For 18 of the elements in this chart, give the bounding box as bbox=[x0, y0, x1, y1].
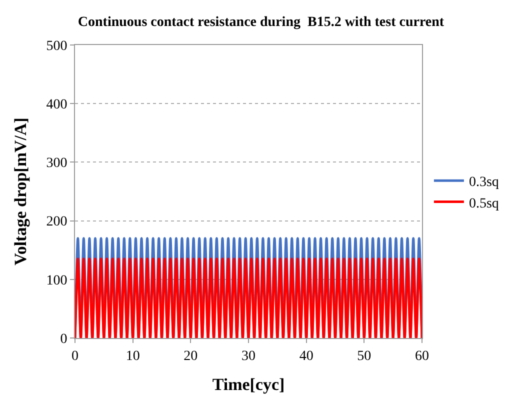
x-tick-label: 50 bbox=[357, 348, 372, 364]
legend-label: 0.5sq bbox=[468, 196, 499, 212]
x-axis-title: Time[cyc] bbox=[212, 375, 285, 394]
y-tick-label: 400 bbox=[46, 98, 68, 112]
x-tick-label: 0 bbox=[72, 348, 78, 364]
y-tick-label: 200 bbox=[46, 214, 68, 230]
legend-label: 0.3sq bbox=[468, 175, 499, 190]
x-tick-label: 30 bbox=[242, 348, 256, 364]
chart-title: Continuous contact resistance during B15.2 with test current bbox=[78, 14, 444, 30]
x-tick-label: 40 bbox=[299, 348, 314, 364]
y-tick-label: 300 bbox=[46, 156, 68, 172]
y-tick-label: 500 bbox=[46, 38, 68, 54]
x-tick-label: 20 bbox=[184, 348, 198, 364]
y-axis-title: Voltage drop[mV/A] bbox=[10, 118, 30, 266]
x-tick-label: 60 bbox=[415, 348, 429, 364]
y-tick-label: 100 bbox=[46, 273, 68, 288]
y-tick-label: 0 bbox=[60, 332, 68, 347]
x-tick-label: 10 bbox=[126, 348, 140, 364]
